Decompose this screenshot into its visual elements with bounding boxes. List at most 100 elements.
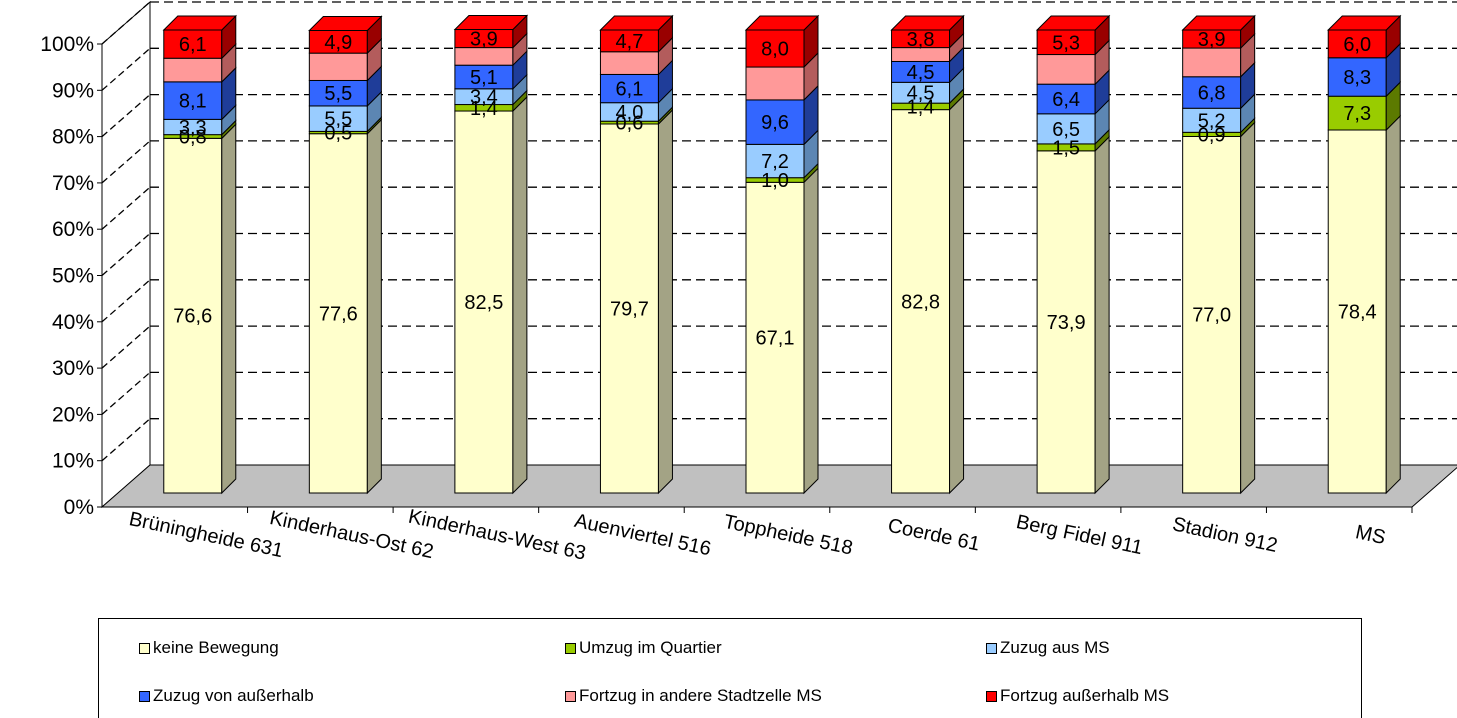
y-tick-label: 80%: [52, 126, 94, 149]
data-label: 0,8: [179, 126, 207, 148]
bar-segment: [308, 79, 368, 107]
data-label: 1,4: [470, 98, 498, 120]
x-tick-label: Coerde 61: [886, 515, 982, 556]
legend-item-keine-bewegung: keine Bewegung: [139, 638, 279, 658]
data-label: 77,6: [319, 303, 358, 325]
y-tick-label: 40%: [52, 311, 94, 334]
x-tick-label: Stadion 912: [1170, 513, 1279, 557]
data-label: 6,1: [616, 79, 644, 101]
bar-segment-side: [803, 167, 819, 495]
bar-segment-side: [1094, 135, 1110, 495]
bar-top: [1035, 15, 1111, 31]
data-label: 5,5: [324, 109, 352, 131]
y-tick-label: 30%: [52, 357, 94, 380]
data-label: 6,4: [1052, 89, 1080, 111]
y-tick-label: 20%: [52, 403, 94, 426]
data-label: 3,4: [470, 87, 498, 109]
data-label: 8,3: [1343, 67, 1371, 89]
data-label: 7,2: [761, 151, 789, 173]
bar-segment: [454, 110, 514, 494]
bar-segment: [308, 105, 368, 132]
bar-segment-side: [949, 94, 965, 495]
legend-item-zuzug-von-ausserhalb: Zuzug von außerhalb: [139, 686, 314, 706]
data-label: 67,1: [756, 328, 795, 350]
data-label: 77,0: [1192, 305, 1231, 327]
bar-segment: [599, 123, 659, 494]
bar-segment: [1327, 29, 1387, 59]
bar-segment: [163, 57, 223, 83]
bar-segment: [1036, 83, 1096, 115]
x-tick-label: Brüningheide 631: [127, 508, 285, 562]
data-label: 4,0: [616, 102, 644, 124]
data-label: 8,1: [179, 91, 207, 113]
x-tick-label: Berg Fidel 911: [1014, 511, 1144, 559]
bar-segment-side: [657, 108, 673, 495]
bar-segment-side: [221, 123, 237, 495]
data-label: 82,8: [901, 291, 940, 313]
data-label: 4,5: [907, 83, 935, 105]
side-wall: [101, 0, 151, 509]
bar-segment: [745, 66, 805, 101]
bar-segment: [308, 133, 368, 494]
y-tick-label: 10%: [52, 450, 94, 473]
legend-swatch: [986, 642, 997, 654]
bar-top: [890, 15, 965, 31]
data-label: 78,4: [1338, 302, 1377, 324]
data-label: 4,7: [616, 31, 644, 53]
legend-label: Umzug im Quartier: [579, 638, 722, 657]
data-label: 1,0: [761, 170, 789, 192]
bar-segment: [1036, 150, 1096, 494]
bar-segment: [163, 137, 223, 494]
data-label: 0,5: [324, 123, 352, 145]
data-label: 73,9: [1047, 312, 1086, 334]
legend-label: Zuzug aus MS: [1000, 638, 1110, 657]
legend-swatch: [986, 690, 997, 702]
y-tick-label: 50%: [52, 265, 94, 288]
data-label: 82,5: [464, 292, 503, 314]
data-label: 79,7: [610, 298, 649, 320]
bar-top: [599, 15, 674, 31]
data-label: 4,9: [324, 32, 352, 54]
bar-segment: [1036, 29, 1096, 56]
bar-segment: [599, 73, 659, 104]
y-tick-label: 60%: [52, 218, 94, 241]
stacked-bar-chart: 0% 10% 20% 30% 40% 50% 60% 70% 80% 90% 100% 76,6 0,8…: [40, 0, 1457, 565]
data-label: 1,5: [1052, 137, 1080, 159]
data-label: 4,5: [907, 62, 935, 84]
data-label: 0,9: [1198, 124, 1226, 146]
data-label: 3,9: [1198, 29, 1226, 51]
data-label: 5,1: [470, 67, 498, 89]
data-label: 7,3: [1343, 103, 1371, 125]
data-label: 6,8: [1198, 83, 1226, 105]
x-tick-label: Toppheide 518: [722, 511, 855, 560]
x-tick-label: Auenviertel 516: [572, 510, 713, 560]
legend-label: Fortzug außerhalb MS: [1000, 686, 1170, 705]
data-label: 0,6: [616, 113, 644, 135]
y-tick-label: 0%: [64, 496, 94, 519]
bar-segment: [1327, 129, 1387, 494]
data-label: 5,3: [1052, 32, 1080, 54]
bar-segment: [891, 109, 951, 494]
y-tick-label: 90%: [52, 79, 94, 102]
bar-segment: [308, 52, 368, 81]
bar-segment-side: [1385, 114, 1401, 495]
data-label: 76,6: [173, 306, 212, 328]
bar-top: [744, 15, 820, 31]
legend-swatch: [139, 690, 150, 702]
bar-segment: [599, 51, 659, 75]
bar-segment-side: [1240, 121, 1256, 495]
legend-label: Zuzug von außerhalb: [153, 686, 314, 705]
bar-segment: [1327, 95, 1387, 131]
bar-segment: [745, 143, 805, 179]
legend-label: Fortzug in andere Stadtzelle MS: [579, 686, 822, 705]
bar-top: [308, 15, 383, 31]
data-label: 3,3: [179, 117, 207, 139]
bar-top: [162, 15, 237, 31]
y-tick-label: 100%: [40, 33, 94, 56]
bar-segment: [745, 181, 805, 494]
legend-item-fortzug-andere-stadtzelle: Fortzug in andere Stadtzelle MS: [565, 686, 822, 706]
x-tick-label: MS: [1354, 521, 1388, 549]
data-label: 5,2: [1198, 110, 1226, 132]
bar-segment-side: [366, 118, 382, 495]
bar-segment: [1036, 113, 1096, 145]
